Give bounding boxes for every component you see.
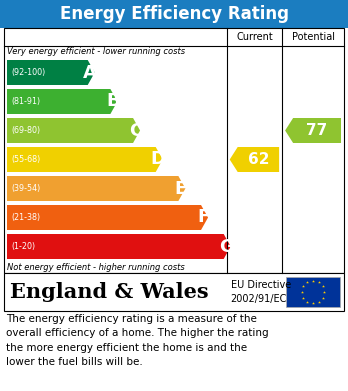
Text: (1-20): (1-20) xyxy=(11,242,35,251)
Text: D: D xyxy=(151,151,166,169)
Text: (21-38): (21-38) xyxy=(11,213,40,222)
Polygon shape xyxy=(7,60,95,85)
Polygon shape xyxy=(7,118,140,143)
Polygon shape xyxy=(7,89,117,114)
Text: (39-54): (39-54) xyxy=(11,184,40,193)
Text: 77: 77 xyxy=(307,123,328,138)
Text: Energy Efficiency Rating: Energy Efficiency Rating xyxy=(60,5,288,23)
Text: G: G xyxy=(219,237,234,255)
Polygon shape xyxy=(285,118,341,143)
Text: EU Directive
2002/91/EC: EU Directive 2002/91/EC xyxy=(231,280,291,304)
Text: Current: Current xyxy=(236,32,273,42)
Text: Very energy efficient - lower running costs: Very energy efficient - lower running co… xyxy=(7,47,185,57)
Text: England & Wales: England & Wales xyxy=(10,282,208,302)
Polygon shape xyxy=(7,205,208,230)
Bar xyxy=(0,0,348,28)
Polygon shape xyxy=(7,176,185,201)
Bar xyxy=(4,273,344,311)
Text: (81-91): (81-91) xyxy=(11,97,40,106)
Text: (55-68): (55-68) xyxy=(11,155,40,164)
Bar xyxy=(286,277,340,307)
Text: 62: 62 xyxy=(248,152,269,167)
Text: (92-100): (92-100) xyxy=(11,68,45,77)
Text: A: A xyxy=(83,63,97,81)
Text: (69-80): (69-80) xyxy=(11,126,40,135)
Text: The energy efficiency rating is a measure of the
overall efficiency of a home. T: The energy efficiency rating is a measur… xyxy=(6,314,269,367)
Polygon shape xyxy=(7,147,163,172)
Text: E: E xyxy=(175,179,187,197)
Polygon shape xyxy=(230,147,279,172)
Text: F: F xyxy=(197,208,209,226)
Text: B: B xyxy=(106,93,120,111)
Text: Not energy efficient - higher running costs: Not energy efficient - higher running co… xyxy=(7,262,185,271)
Text: C: C xyxy=(129,122,142,140)
Bar xyxy=(4,28,344,273)
Text: Potential: Potential xyxy=(292,32,334,42)
Polygon shape xyxy=(7,234,231,259)
